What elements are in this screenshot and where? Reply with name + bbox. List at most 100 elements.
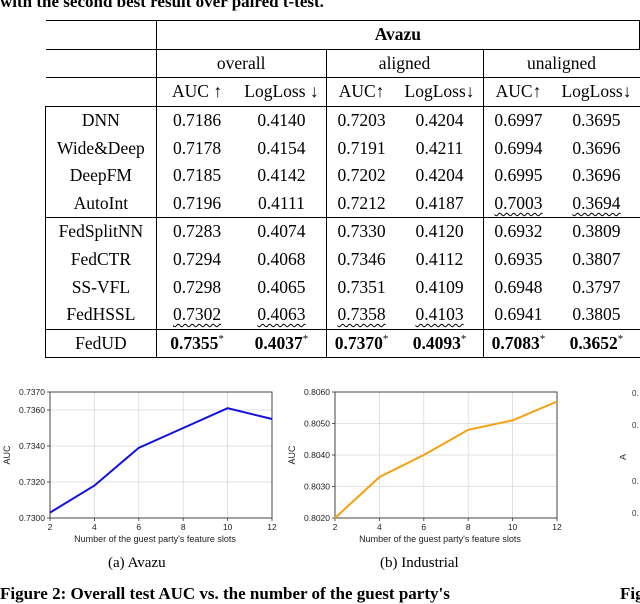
table-cell: 0.7003 bbox=[483, 190, 553, 218]
method-name: DNN bbox=[46, 106, 157, 134]
table-cell: 0.7302 bbox=[156, 301, 237, 329]
table-cell: 0.7185 bbox=[156, 162, 237, 190]
table-cell: 0.7202 bbox=[326, 162, 396, 190]
method-name: FedUD bbox=[46, 329, 157, 358]
y-tick-label: 0.7340 bbox=[19, 441, 45, 451]
table-cell: 0.4103 bbox=[397, 301, 483, 329]
best-value: 0.3652 bbox=[570, 333, 618, 353]
metric-header: LogLoss↓ bbox=[397, 78, 483, 107]
table-cell: 0.6995 bbox=[483, 162, 553, 190]
table-row: FedUD 0.7355* 0.4037* 0.7370* 0.4093* 0.… bbox=[46, 329, 640, 358]
table-cell: 0.7203 bbox=[326, 106, 396, 134]
method-name: FedSplitNN bbox=[46, 218, 157, 246]
method-name: AutoInt bbox=[46, 190, 157, 218]
x-tick-label: 4 bbox=[377, 522, 382, 532]
method-name: FedHSSL bbox=[46, 301, 157, 329]
table-cell: 0.3797 bbox=[553, 273, 639, 301]
metric-header: LogLoss ↓ bbox=[237, 78, 326, 107]
best-value: 0.7355 bbox=[170, 333, 218, 353]
figure-caption: Figure 2: Overall test AUC vs. the numbe… bbox=[0, 584, 450, 604]
method-name: DeepFM bbox=[46, 162, 157, 190]
table-cell: 0.4112 bbox=[397, 246, 483, 274]
y-tick-label: 0.8050 bbox=[304, 419, 330, 429]
results-table: Avazu overall aligned unaligned AUC ↑ Lo… bbox=[45, 20, 640, 358]
metric-header: AUC↑ bbox=[326, 78, 396, 107]
x-tick-label: 4 bbox=[92, 522, 97, 532]
table-cell: 0.4140 bbox=[237, 106, 326, 134]
table-cell: 0.7358 bbox=[326, 301, 396, 329]
table-cell: 0.6941 bbox=[483, 301, 553, 329]
table-cell: 0.7346 bbox=[326, 246, 396, 274]
x-tick-label: 8 bbox=[466, 522, 471, 532]
best-value: 0.7083 bbox=[492, 333, 540, 353]
metric-header: AUC ↑ bbox=[156, 78, 237, 107]
table-cell: 0.7186 bbox=[156, 106, 237, 134]
y-tick-label: 0.7300 bbox=[19, 513, 45, 523]
table-cell: 0.3695 bbox=[553, 106, 639, 134]
series-line bbox=[335, 402, 557, 519]
table-cell: 0.3696 bbox=[553, 162, 639, 190]
table-row: FedHSSL 0.7302 0.4063 0.7358 0.4103 0.69… bbox=[46, 301, 640, 329]
chart-partial-right: 0. 0. A 0. 0. bbox=[620, 384, 640, 549]
second-best-value: 0.7003 bbox=[494, 193, 542, 213]
x-tick-label: 10 bbox=[508, 522, 518, 532]
x-tick-label: 6 bbox=[421, 522, 426, 532]
table-cell: 0.4154 bbox=[237, 134, 326, 162]
second-best-value: 0.7358 bbox=[338, 304, 386, 324]
table-cell: 0.4204 bbox=[397, 162, 483, 190]
y-tick-label: 0.8040 bbox=[304, 450, 330, 460]
y-tick-label: 0.7320 bbox=[19, 477, 45, 487]
x-tick-label: 10 bbox=[223, 522, 233, 532]
significance-marker: * bbox=[618, 333, 624, 345]
best-value: 0.4093 bbox=[413, 333, 461, 353]
table-cell: 0.4074 bbox=[237, 218, 326, 246]
second-best-value: 0.7302 bbox=[173, 304, 221, 324]
table-row: Wide&Deep 0.7178 0.4154 0.7191 0.4211 0.… bbox=[46, 134, 640, 162]
table-cell: 0.6997 bbox=[483, 106, 553, 134]
second-best-value: 0.3694 bbox=[572, 193, 620, 213]
table-cell: 0.7355* bbox=[156, 329, 237, 358]
x-tick-label: 12 bbox=[267, 522, 277, 532]
y-axis-label: AUC bbox=[2, 445, 12, 465]
series-line bbox=[50, 408, 272, 512]
dataset-header: Avazu bbox=[156, 21, 639, 50]
y-tick-label: 0.8060 bbox=[304, 387, 330, 397]
significance-marker: * bbox=[383, 333, 389, 345]
table-cell: 0.3809 bbox=[553, 218, 639, 246]
table-cell: 0.7351 bbox=[326, 273, 396, 301]
table-caption: with the second best result over paired … bbox=[0, 0, 324, 12]
x-tick-label: 2 bbox=[333, 522, 338, 532]
method-name: SS-VFL bbox=[46, 273, 157, 301]
table-cell: 0.4093* bbox=[397, 329, 483, 358]
x-axis-label: Number of the guest party's feature slot… bbox=[359, 534, 521, 544]
y-tick-label: 0.7370 bbox=[19, 387, 45, 397]
table-cell: 0.4111 bbox=[237, 190, 326, 218]
table-row: SS-VFL 0.7298 0.4065 0.7351 0.4109 0.694… bbox=[46, 273, 640, 301]
significance-marker: * bbox=[303, 333, 309, 345]
partial-tick-label: 0. bbox=[632, 509, 639, 518]
x-tick-label: 6 bbox=[136, 522, 141, 532]
second-best-value: 0.4063 bbox=[257, 304, 305, 324]
y-tick-label: 0.8020 bbox=[304, 513, 330, 523]
metric-header: AUC↑ bbox=[483, 78, 553, 107]
group-header: unaligned bbox=[483, 49, 639, 78]
partial-tick-label: 0. bbox=[632, 389, 639, 398]
x-axis-label: Number of the guest party's feature slot… bbox=[74, 534, 236, 544]
table-cell: 0.4211 bbox=[397, 134, 483, 162]
partial-axis-label: A bbox=[620, 454, 628, 460]
y-axis-label: AUC bbox=[287, 445, 297, 465]
table-cell: 0.4187 bbox=[397, 190, 483, 218]
table-row: FedSplitNN 0.7283 0.4074 0.7330 0.4120 0… bbox=[46, 218, 640, 246]
metric-header: LogLoss↓ bbox=[553, 78, 639, 107]
significance-marker: * bbox=[540, 333, 546, 345]
table-cell: 0.7196 bbox=[156, 190, 237, 218]
table-cell: 0.4120 bbox=[397, 218, 483, 246]
partial-chart-svg: 0. 0. A 0. 0. bbox=[620, 384, 640, 544]
table-row: DNN 0.7186 0.4140 0.7203 0.4204 0.6997 0… bbox=[46, 106, 640, 134]
x-tick-label: 2 bbox=[48, 522, 53, 532]
table-cell: 0.3807 bbox=[553, 246, 639, 274]
table-cell: 0.6994 bbox=[483, 134, 553, 162]
figure-caption-next: Fig bbox=[620, 584, 640, 604]
